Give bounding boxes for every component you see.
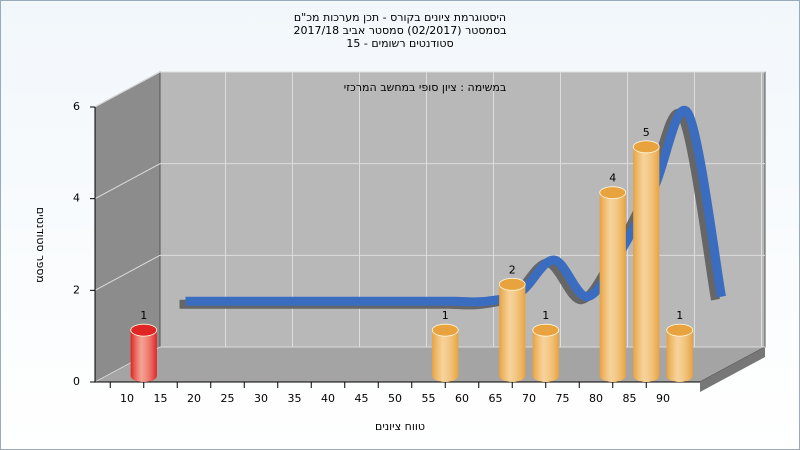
x-tick-label: 90	[656, 392, 670, 405]
grid-line	[94, 71, 161, 108]
x-tick-label: 30	[254, 392, 268, 405]
title-line: סטודנטים רשומים - 15	[346, 37, 453, 50]
bar-shine	[130, 330, 157, 382]
x-tick-label: 75	[556, 392, 570, 405]
y-tick-label: 6	[73, 100, 80, 113]
x-axis-label: טווח ציונים	[375, 420, 425, 433]
x-tick-label: 35	[288, 392, 302, 405]
data-label: 1	[442, 309, 449, 322]
data-label: 4	[609, 172, 616, 185]
title-line: בסמסטר (02/2017) סמסטר אביב 2017/18	[293, 24, 506, 37]
bar-shine	[532, 330, 559, 382]
grid-line	[94, 163, 161, 200]
bar	[632, 140, 660, 382]
y-axis-label: מספר סטודנטים	[34, 207, 47, 283]
bar	[498, 277, 526, 382]
x-tick-label: 60	[455, 392, 469, 405]
y-tick-label: 4	[73, 192, 80, 205]
x-tick-label: 65	[489, 392, 503, 405]
floor-edge	[700, 347, 765, 392]
bar-top	[130, 323, 158, 337]
x-tick-label: 15	[154, 392, 168, 405]
data-label: 1	[542, 309, 549, 322]
bar	[431, 323, 459, 382]
floor	[94, 346, 766, 383]
bar	[130, 323, 158, 382]
bar	[599, 186, 627, 382]
x-tick-label: 80	[589, 392, 603, 405]
bar-shine	[633, 146, 660, 382]
bar-top	[599, 186, 627, 200]
data-label: 1	[676, 309, 683, 322]
bar-top	[532, 323, 560, 337]
bar-shine	[432, 330, 459, 382]
bar-shine	[666, 330, 693, 382]
annotation: במשימה : ציון סופי במחשב המרכזי	[344, 81, 507, 94]
bar-top	[632, 140, 660, 154]
bar-top	[431, 323, 459, 337]
bar	[532, 323, 560, 382]
x-tick-label: 45	[355, 392, 369, 405]
y-tick-label: 2	[73, 283, 80, 296]
title-line: היסטוגרמת ציונים בקורס - תכן מערכות מכ"ם	[294, 11, 506, 24]
data-label: 1	[140, 309, 147, 322]
bar-top	[666, 323, 694, 337]
data-label: 5	[643, 126, 650, 139]
bar-shine	[599, 192, 626, 382]
data-label: 2	[509, 263, 516, 276]
x-tick-label: 40	[321, 392, 335, 405]
bar	[666, 323, 694, 382]
grid-line	[94, 254, 161, 291]
x-tick-label: 50	[388, 392, 402, 405]
y-tick-label: 0	[73, 375, 80, 388]
bar-top	[498, 277, 526, 291]
x-tick-label: 20	[187, 392, 201, 405]
x-tick-label: 10	[120, 392, 134, 405]
x-tick-label: 25	[221, 392, 235, 405]
bar-shine	[499, 284, 526, 382]
x-tick-label: 55	[422, 392, 436, 405]
x-tick-label: 85	[623, 392, 637, 405]
x-tick-label: 70	[522, 392, 536, 405]
